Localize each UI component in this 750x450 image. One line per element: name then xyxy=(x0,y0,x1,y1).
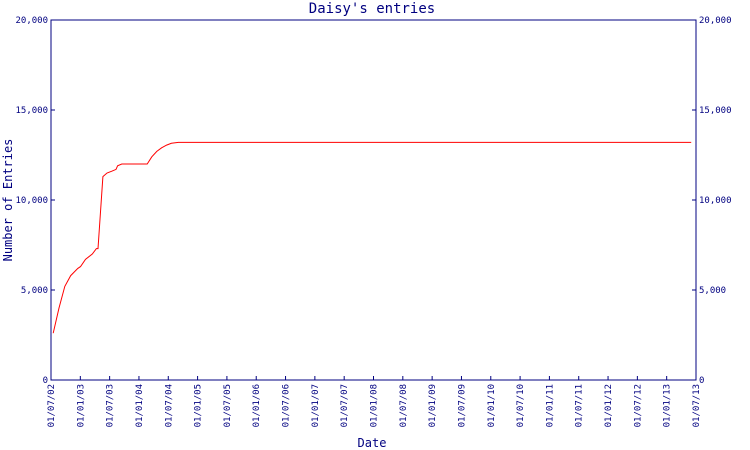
y-tick-label-right: 10,000 xyxy=(699,196,732,206)
y-axis-right: 0 5,000 10,000 15,000 20,000 xyxy=(692,16,732,386)
chart-title: Daisy's entries xyxy=(309,1,435,17)
y-tick-label-left: 0 xyxy=(43,376,48,386)
series-line xyxy=(52,141,692,334)
x-tick-label: 01/07/10 xyxy=(516,384,526,427)
y-axis-label: Number of Entries xyxy=(1,139,15,262)
x-tick-label: 01/07/06 xyxy=(282,384,292,427)
plot-frame xyxy=(50,19,697,381)
x-tick-label: 01/07/03 xyxy=(106,384,116,427)
x-tick-label: 01/01/03 xyxy=(76,384,86,427)
y-tick-label-left: 15,000 xyxy=(15,106,48,116)
y-tick-label-right: 5,000 xyxy=(699,286,726,296)
x-axis: 01/07/02 01/01/03 01/07/03 01/01/04 01/07/04… xyxy=(47,376,702,427)
x-tick-label: 01/07/13 xyxy=(692,384,702,427)
x-tick-label: 01/07/02 xyxy=(47,384,57,427)
x-tick-label: 01/01/10 xyxy=(487,384,497,427)
x-axis-label: Date xyxy=(358,436,387,450)
x-tick-label: 01/07/08 xyxy=(399,384,409,427)
x-tick-label: 01/01/08 xyxy=(370,384,380,427)
x-tick-label: 01/01/13 xyxy=(663,384,673,427)
x-tick-label: 01/01/12 xyxy=(604,384,614,427)
x-tick-label: 01/01/11 xyxy=(545,384,555,427)
y-tick-label-left: 10,000 xyxy=(15,196,48,206)
x-tick-label: 01/07/11 xyxy=(575,384,585,427)
x-tick-label: 01/01/07 xyxy=(311,384,321,427)
y-tick-label-right: 20,000 xyxy=(699,16,732,26)
x-tick-label: 01/07/07 xyxy=(340,384,350,427)
x-tick-label: 01/07/05 xyxy=(223,384,233,427)
x-tick-label: 01/01/09 xyxy=(428,384,438,427)
y-tick-label-right: 0 xyxy=(699,376,704,386)
y-tick-label-left: 20,000 xyxy=(15,16,48,26)
y-axis-left: 0 5,000 10,000 15,000 20,000 xyxy=(15,16,55,386)
x-tick-label: 01/07/04 xyxy=(164,384,174,427)
x-tick-label: 01/07/09 xyxy=(457,384,467,427)
x-tick-label: 01/07/12 xyxy=(633,384,643,427)
x-tick-label: 01/01/05 xyxy=(194,384,204,427)
y-tick-label-right: 15,000 xyxy=(699,106,732,116)
x-tick-label: 01/01/06 xyxy=(252,384,262,427)
y-tick-label-left: 5,000 xyxy=(21,286,48,296)
x-tick-label: 01/01/04 xyxy=(135,384,145,427)
